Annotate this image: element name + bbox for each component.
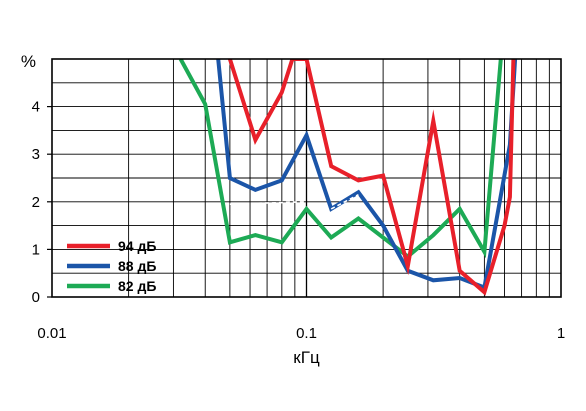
legend-label: 82 дБ — [118, 278, 156, 294]
x-tick-label: 0.01 — [37, 325, 66, 342]
legend-label: 94 дБ — [118, 238, 156, 254]
legend-label: 88 дБ — [118, 258, 156, 274]
legend: 94 дБ 88 дБ 82 дБ — [67, 238, 156, 294]
plot-frame — [51, 58, 562, 298]
series-line — [216, 59, 518, 291]
series-layer — [178, 59, 518, 296]
y-axis-label: % — [21, 52, 36, 71]
y-tick-label: 2 — [32, 194, 40, 211]
x-axis-label: кГц — [293, 348, 320, 367]
plot-border — [51, 58, 562, 298]
y-tick-label: 4 — [32, 99, 40, 116]
dashed-connector — [229, 201, 307, 205]
y-tick-label: 3 — [32, 146, 40, 163]
y-tick-label: 1 — [32, 241, 40, 258]
x-tick-label: 1 — [557, 325, 565, 342]
series-line — [178, 59, 503, 260]
dashed-connector — [330, 193, 359, 210]
tick-labels: 0.01 0.1 1 0 1 2 3 4 — [32, 99, 566, 342]
series-line — [227, 59, 516, 296]
x-tick-label: 0.1 — [296, 325, 317, 342]
y-tick-label: 0 — [32, 289, 40, 306]
